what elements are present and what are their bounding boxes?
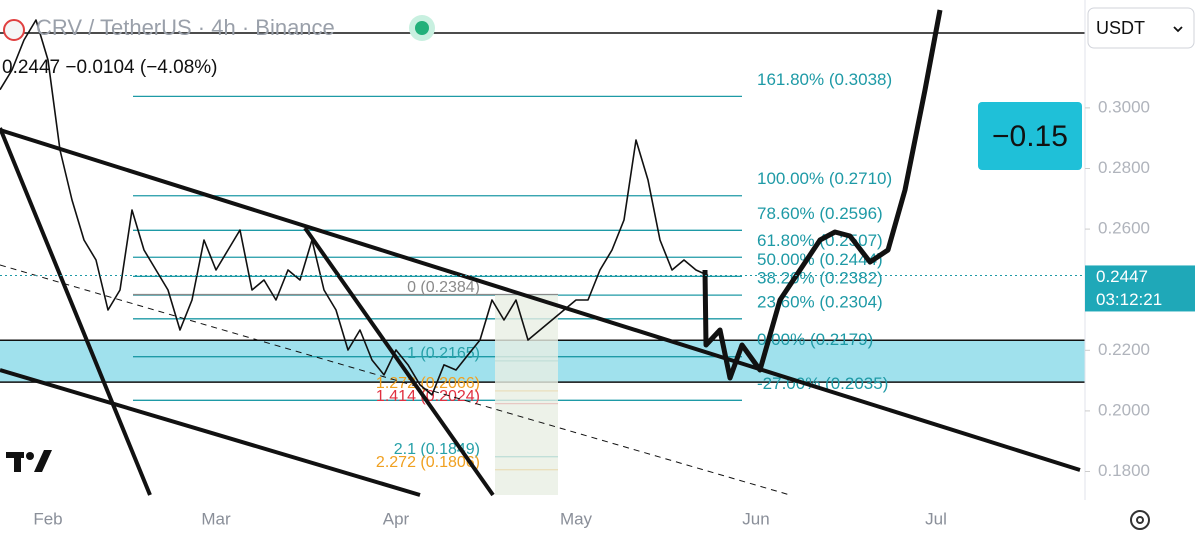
y-tick-label: 0.2000 — [1098, 400, 1150, 419]
x-tick-label: May — [560, 509, 593, 528]
fib-label: 38.20% (0.2382) — [757, 269, 883, 288]
x-tick-label: Feb — [33, 509, 62, 528]
symbol-title: CRV / TetherUS · 4h · Binance — [36, 15, 335, 40]
quote-line: 0.2447 −0.0104 (−4.08%) — [2, 57, 218, 78]
price-line — [0, 19, 709, 396]
fib-ext-label: 2.272 (0.1806) — [376, 454, 480, 471]
fib-ext-label: 1.414 (0.2024) — [376, 388, 480, 405]
x-tick-label: Jun — [742, 509, 769, 528]
settings-icon[interactable] — [1130, 510, 1150, 530]
fib-label: 23.60% (0.2304) — [757, 292, 883, 311]
projection-box — [495, 295, 558, 495]
dropdown-arrow[interactable] — [1173, 26, 1183, 33]
symbol-logo — [3, 19, 25, 41]
settings-icon-center[interactable] — [1136, 516, 1144, 524]
fib-label: 78.60% (0.2596) — [757, 204, 883, 223]
status-dot-inner — [415, 21, 429, 35]
currency-select[interactable] — [1087, 7, 1195, 49]
y-tick-label: 0.1800 — [1098, 461, 1150, 480]
y-tick-label: 0.2200 — [1098, 340, 1150, 359]
position-badge — [978, 102, 1082, 170]
y-tick-label: 0.2600 — [1098, 219, 1150, 238]
fib-label: 50.00% (0.2444) — [757, 250, 883, 269]
fib-ext-label: 1 (0.2165) — [407, 345, 480, 362]
currency-label[interactable]: USDT — [1096, 18, 1145, 38]
fib-label: 0.00% (0.2179) — [757, 330, 873, 349]
last-price-label: 0.2447 — [1096, 267, 1148, 286]
countdown: 03:12:21 — [1096, 290, 1162, 309]
position-badge-text: −0.15 — [992, 120, 1068, 153]
fib-label: 161.80% (0.3038) — [757, 70, 892, 89]
x-tick-label: Apr — [383, 509, 410, 528]
y-tick-label: 0.3000 — [1098, 97, 1150, 116]
x-tick-label: Jul — [925, 509, 947, 528]
fib-label: 100.00% (0.2710) — [757, 169, 892, 188]
x-tick-label: Mar — [201, 509, 231, 528]
last-price-box — [1085, 265, 1195, 312]
trendlines — [0, 9, 1081, 497]
fib-ext-label: 0 (0.2384) — [407, 279, 480, 296]
fib-ext-label: 1.272 (0.2066) — [376, 375, 480, 392]
tv-logo — [6, 450, 52, 472]
y-tick-label: 0.2800 — [1098, 158, 1150, 177]
